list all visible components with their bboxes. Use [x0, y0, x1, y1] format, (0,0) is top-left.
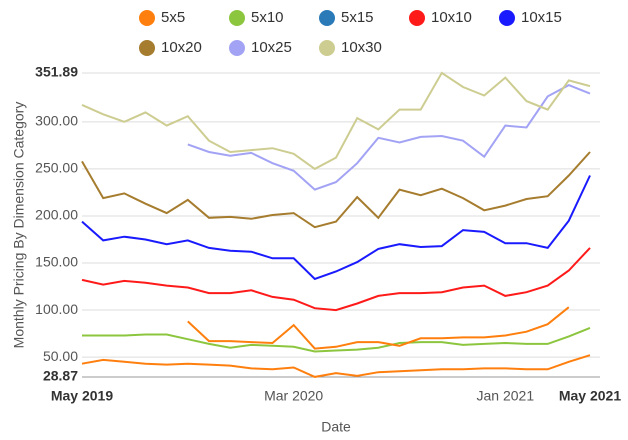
series-line — [81, 354, 591, 378]
series-line — [187, 306, 570, 350]
series-line — [81, 175, 591, 281]
legend-swatch — [499, 10, 515, 26]
x-tick-label: May 2019 — [51, 388, 113, 404]
y-tick-label: 300.00 — [35, 113, 78, 129]
y-tick-label: 200.00 — [35, 207, 78, 223]
y-tick-label: 351.89 — [35, 64, 78, 80]
series-line — [81, 247, 591, 312]
legend-swatch — [229, 40, 245, 56]
series-line — [82, 326, 591, 353]
series-line — [187, 83, 591, 191]
y-tick-label: 150.00 — [35, 254, 78, 270]
series-line — [81, 71, 591, 171]
legend-label: 10x10 — [431, 9, 472, 26]
legend-label: 5x15 — [341, 9, 374, 26]
legend-label: 5x10 — [251, 9, 284, 26]
legend-label: 10x30 — [341, 39, 382, 56]
y-tick-label: 28.87 — [43, 368, 78, 384]
y-tick-label: 250.00 — [35, 160, 78, 176]
legend-label: 10x15 — [521, 9, 562, 26]
legend-label: 10x25 — [251, 39, 292, 56]
legend-swatch — [229, 10, 245, 26]
legend-swatch — [319, 10, 335, 26]
series-line — [81, 151, 591, 229]
y-tick-label: 100.00 — [35, 301, 78, 317]
x-tick-label: Mar 2020 — [264, 388, 323, 404]
y-tick-label: 50.00 — [43, 348, 78, 364]
x-tick-label: Jan 2021 — [477, 388, 535, 404]
x-axis-label: Date — [321, 419, 351, 435]
legend-swatch — [139, 10, 155, 26]
legend-swatch — [139, 40, 155, 56]
legend-label: 5x5 — [161, 9, 185, 26]
legend-swatch — [319, 40, 335, 56]
legend-label: 10x20 — [161, 39, 202, 56]
y-axis-label: Monthly Pricing By Dimension Category — [11, 102, 27, 349]
x-tick-label: May 2021 — [559, 388, 621, 404]
legend-swatch — [409, 10, 425, 26]
